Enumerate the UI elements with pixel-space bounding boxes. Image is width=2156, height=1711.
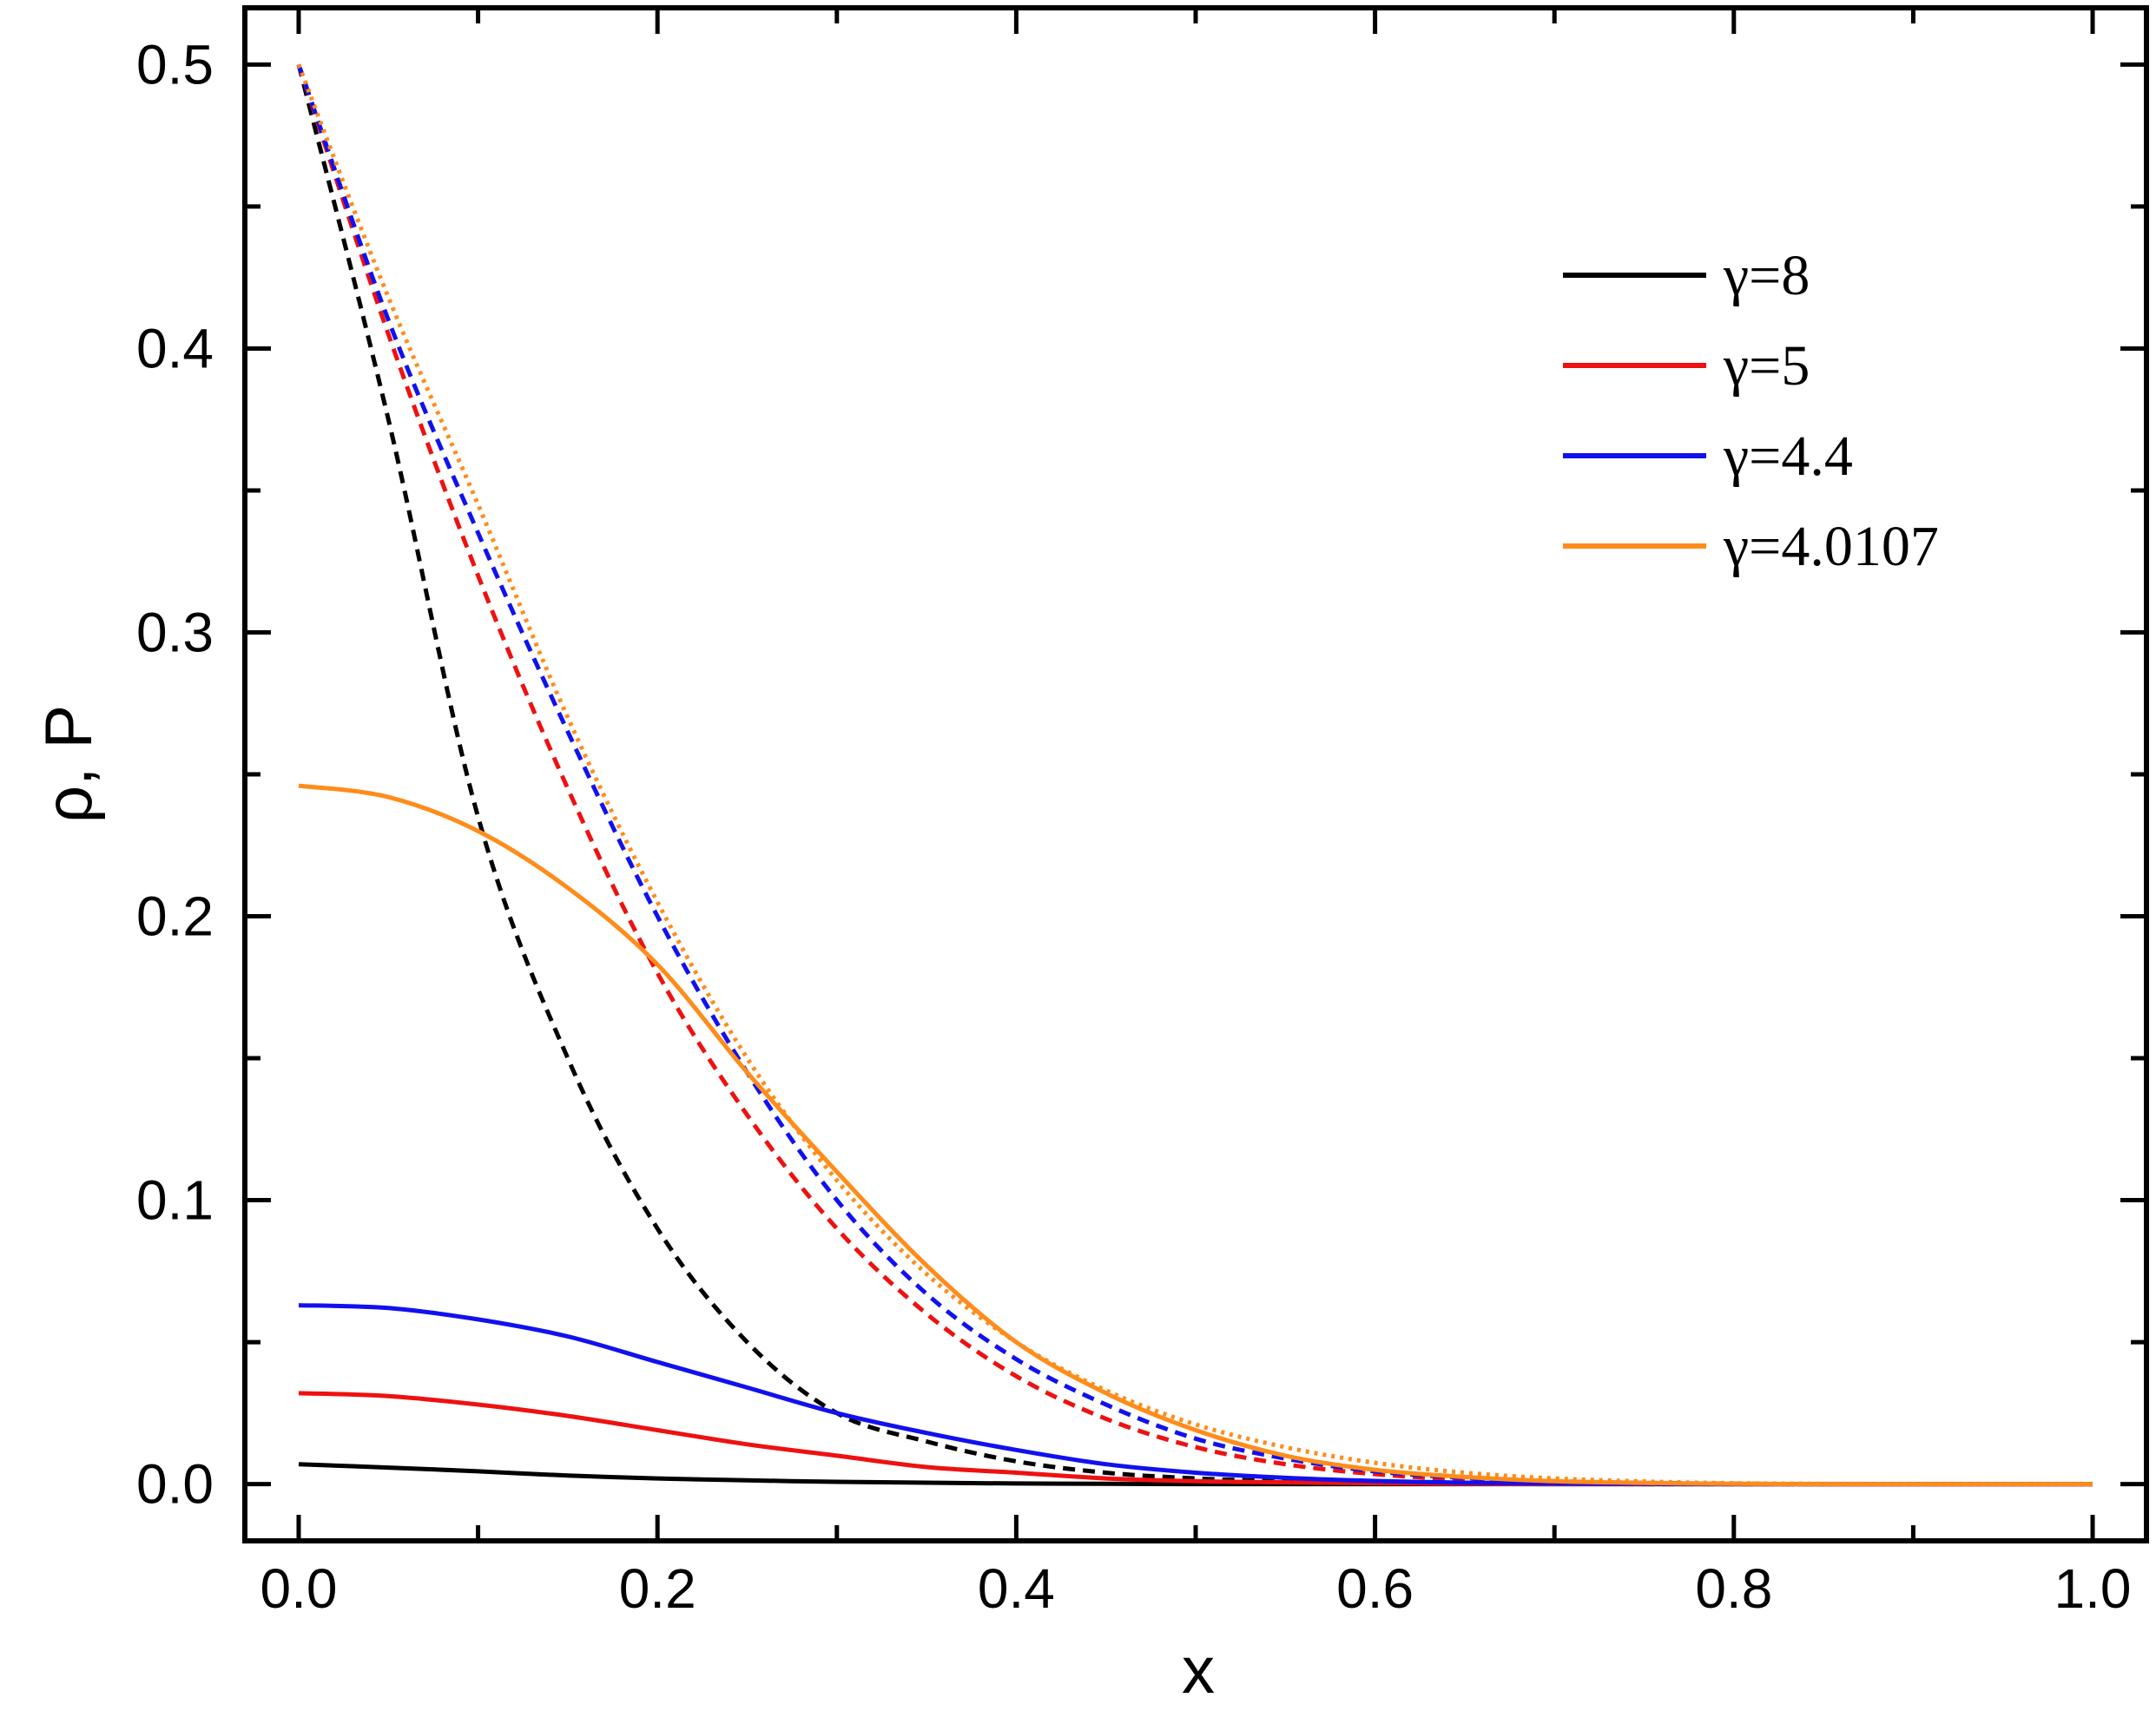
x-tick-label: 0.8 [1695, 1557, 1772, 1620]
legend-label: γ=4.0107 [1723, 515, 1939, 578]
series-layer [296, 63, 2093, 1487]
legend-label: γ=8 [1723, 244, 1810, 307]
tick-labels: 0.0 0.2 0.4 0.6 0.8 1.0 0.0 0.1 0.2 0.3 0.4 0.5 [136, 33, 2131, 1620]
series-line-5-dashed [296, 63, 2093, 1487]
y-tick-label: 0.0 [136, 1453, 214, 1516]
plot-frame [242, 5, 2149, 1543]
y-tick-label: 0.5 [136, 33, 214, 95]
series-line-4-solid [298, 1303, 2093, 1487]
x-tick-label: 0.4 [978, 1557, 1055, 1620]
x-tick-label: 0.0 [260, 1557, 337, 1620]
legend: γ=8 γ=5 γ=4.4 γ=4.0107 [1563, 244, 1939, 578]
y-axis-label: ρ, P [32, 705, 106, 823]
x-tick-label: 1.0 [2054, 1557, 2132, 1620]
x-tick-label: 0.2 [619, 1557, 696, 1620]
series-line-3-dashed [296, 63, 2093, 1487]
y-tick-label: 0.1 [136, 1169, 214, 1232]
ticks [245, 8, 2146, 1541]
legend-label: γ=5 [1723, 334, 1810, 398]
series-line-6-solid [298, 783, 2093, 1487]
x-axis-label: x [1182, 1634, 1215, 1708]
y-tick-label: 0.3 [136, 601, 214, 663]
series-line-7-dotted [296, 63, 2093, 1487]
y-tick-label: 0.4 [136, 317, 214, 379]
legend-label: γ=4.4 [1723, 424, 1853, 488]
x-tick-label: 0.6 [1336, 1557, 1414, 1620]
series-line-1-dashed [296, 63, 2093, 1487]
y-tick-label: 0.2 [136, 885, 214, 948]
